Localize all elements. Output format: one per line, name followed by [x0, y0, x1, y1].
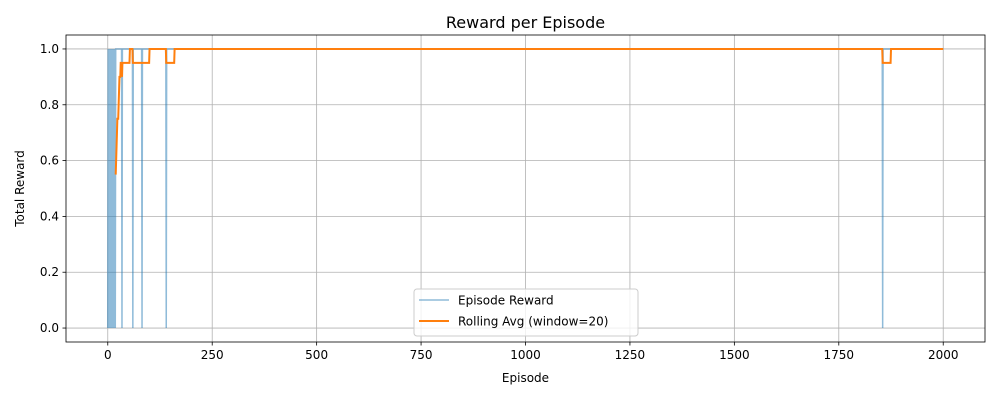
y-tick-label-3: 0.6 [40, 154, 59, 168]
series-line-rolling-avg-window-20 [114, 47, 944, 175]
x-tick-label-5: 1250 [615, 348, 646, 362]
x-tick-label-0: 0 [104, 348, 112, 362]
x-tick-label-2: 500 [305, 348, 328, 362]
x-tick-label-7: 1750 [824, 348, 855, 362]
x-tick-label-8: 2000 [928, 348, 959, 362]
y-axis-label: Total Reward [13, 150, 27, 228]
y-tick-label-5: 1.0 [40, 42, 59, 56]
chart-title: Reward per Episode [446, 13, 605, 32]
legend: Episode Reward Rolling Avg (window=20) [413, 288, 639, 337]
x-axis-label: Episode [502, 371, 549, 385]
plot-series [107, 47, 944, 329]
legend-label-rolling-avg: Rolling Avg (window=20) [458, 315, 608, 329]
x-tick-label-1: 250 [201, 348, 224, 362]
y-tick-label-4: 0.8 [40, 98, 59, 112]
y-tick-label-1: 0.2 [40, 265, 59, 279]
x-tick-label-3: 750 [410, 348, 433, 362]
x-tick-label-6: 1500 [719, 348, 750, 362]
legend-label-episode-reward: Episode Reward [458, 294, 554, 308]
x-tick-label-4: 1000 [510, 348, 541, 362]
y-tick-label-2: 0.4 [40, 209, 59, 223]
axis-ticks: 0 250 500 750 1000 1250 1500 1750 2000 0.0 0.2 0.4 0… [40, 42, 959, 362]
legend-box [413, 288, 639, 337]
y-tick-label-0: 0.0 [40, 321, 59, 335]
